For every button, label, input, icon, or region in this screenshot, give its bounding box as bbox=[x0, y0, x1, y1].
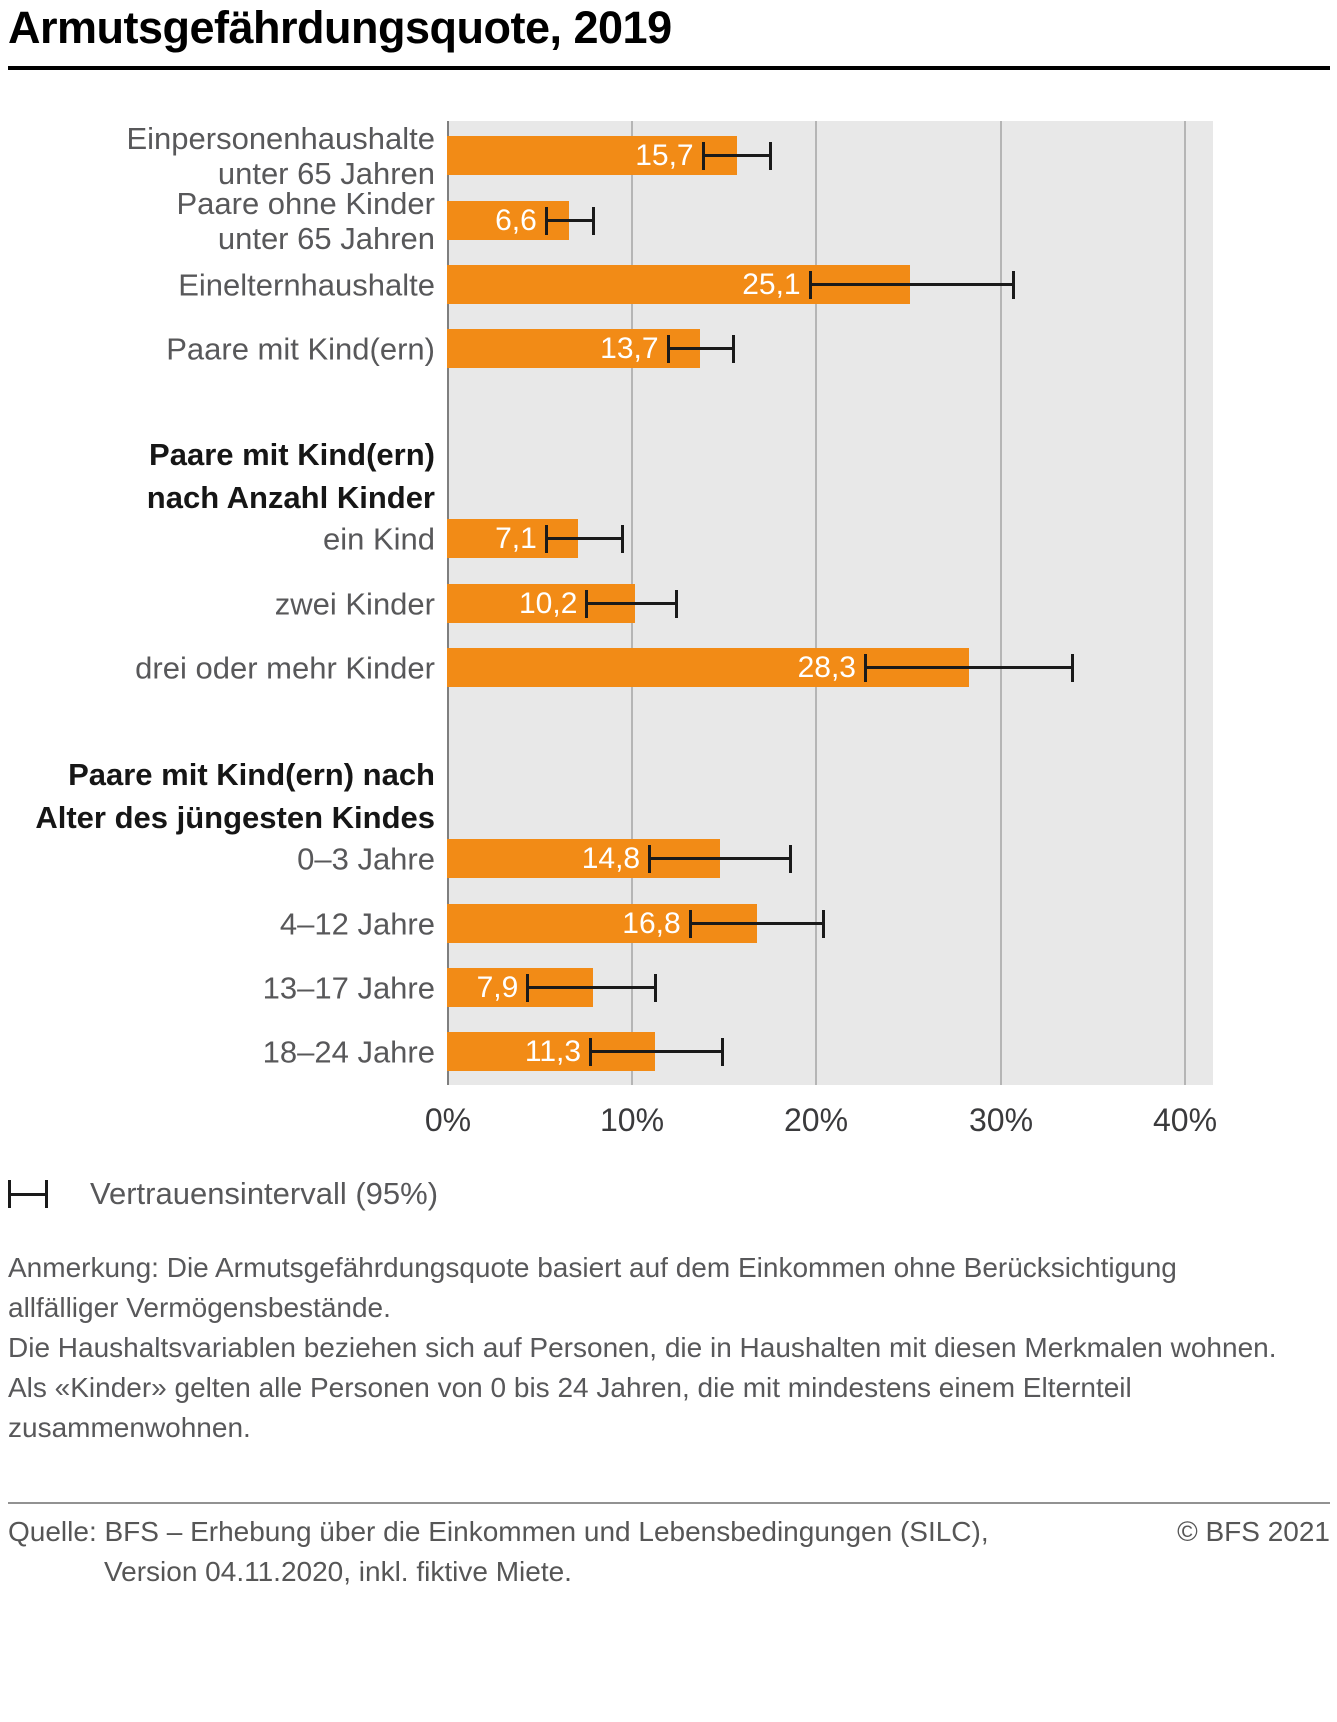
bar bbox=[447, 136, 737, 175]
category-label: Paare ohne Kinder unter 65 Jahren bbox=[176, 185, 435, 256]
confidence-interval bbox=[526, 973, 658, 1002]
bar-value-label: 14,8 bbox=[581, 842, 641, 875]
gridline bbox=[999, 121, 1002, 1085]
confidence-interval bbox=[585, 589, 678, 618]
confidence-interval-line bbox=[704, 154, 769, 157]
category-label: Einpersonenhaushalte unter 65 Jahren bbox=[126, 120, 435, 191]
plot-area: 15,7 6,6 25,1 13,7 7,1 10,2 28,3 14,8 16,8 7,9 11,… bbox=[447, 121, 1213, 1085]
confidence-interval-line bbox=[651, 857, 789, 860]
category-label: 13–17 Jahre bbox=[262, 970, 435, 1005]
x-axis-tick: 0% bbox=[424, 1102, 472, 1138]
bar-value-label: 11,3 bbox=[524, 1035, 582, 1068]
gridline bbox=[1184, 121, 1186, 1085]
footer: Quelle: BFS – Erhebung über die Einkomme… bbox=[8, 1502, 1330, 1592]
confidence-interval bbox=[688, 909, 826, 938]
confidence-interval-line bbox=[592, 1050, 721, 1053]
confidence-interval bbox=[666, 334, 735, 363]
title-divider bbox=[8, 66, 1330, 70]
confidence-interval bbox=[808, 270, 1016, 299]
page-title: Armutsgefährdungsquote, 2019 bbox=[8, 2, 672, 53]
confidence-interval bbox=[863, 653, 1075, 682]
note-line: zusammenwohnen. bbox=[8, 1412, 251, 1443]
category-label: 0–3 Jahre bbox=[297, 841, 435, 876]
x-axis-tick: 30% bbox=[968, 1102, 1034, 1138]
x-axis-tick: 40% bbox=[1152, 1102, 1218, 1138]
notes: Anmerkung: Die Armutsgefährdungsquote ba… bbox=[8, 1248, 1277, 1448]
error-bar-icon bbox=[8, 1180, 48, 1208]
bar-value-label: 25,1 bbox=[742, 268, 801, 301]
bar-value-label: 7,9 bbox=[476, 971, 519, 1004]
source-line-2: Version 04.11.2020, inkl. fiktive Miete. bbox=[104, 1556, 572, 1587]
error-bar-icon-line bbox=[11, 1192, 45, 1196]
category-label: 18–24 Jahre bbox=[262, 1034, 435, 1069]
bar-value-label: 13,7 bbox=[600, 332, 659, 365]
confidence-interval-line bbox=[669, 347, 732, 350]
chart: Einpersonenhaushalte unter 65 Jahren Paare… bbox=[0, 121, 1337, 1085]
confidence-interval-line bbox=[547, 537, 622, 540]
confidence-interval-line bbox=[811, 283, 1013, 286]
x-axis: 0% 10% 20% 30% 40% bbox=[0, 1098, 1337, 1142]
confidence-interval bbox=[544, 206, 595, 235]
confidence-interval bbox=[701, 141, 772, 170]
legend-label: Vertrauensintervall (95%) bbox=[90, 1176, 439, 1211]
category-label: Paare mit Kind(ern) bbox=[166, 331, 435, 366]
confidence-interval-line bbox=[529, 986, 655, 989]
category-label: Einelternhaushalte bbox=[178, 267, 435, 302]
note-line: Anmerkung: Die Armutsgefährdungsquote ba… bbox=[8, 1252, 1177, 1283]
x-axis-tick: 20% bbox=[783, 1102, 849, 1138]
category-labels: Einpersonenhaushalte unter 65 Jahren Paare… bbox=[0, 121, 435, 1085]
bar-value-label: 6,6 bbox=[495, 204, 537, 237]
confidence-interval-line bbox=[691, 922, 823, 925]
category-label: drei oder mehr Kinder bbox=[135, 650, 435, 685]
source-line-1: Quelle: BFS – Erhebung über die Einkomme… bbox=[8, 1516, 989, 1547]
note-line: Als «Kinder» gelten alle Personen von 0 … bbox=[8, 1372, 1132, 1403]
category-label: zwei Kinder bbox=[274, 586, 435, 621]
confidence-interval bbox=[589, 1037, 724, 1066]
confidence-interval bbox=[648, 844, 792, 873]
gridline bbox=[815, 121, 817, 1085]
category-label: ein Kind bbox=[322, 521, 435, 556]
x-axis-tick: 10% bbox=[599, 1102, 665, 1138]
note-line: Die Haushaltsvariablen beziehen sich auf… bbox=[8, 1332, 1277, 1363]
bar-value-label: 7,1 bbox=[495, 522, 537, 555]
copyright: © BFS 2021 bbox=[1177, 1516, 1330, 1547]
bar-value-label: 16,8 bbox=[622, 907, 681, 940]
bar-value-label: 15,7 bbox=[635, 139, 694, 172]
confidence-interval-line bbox=[547, 219, 592, 222]
bar-value-label: 28,3 bbox=[797, 651, 856, 684]
ci-legend: Vertrauensintervall (95%) bbox=[8, 1174, 438, 1214]
bar bbox=[447, 329, 700, 368]
note-line: allfälliger Vermögensbestände. bbox=[8, 1292, 391, 1323]
group-header: Paare mit Kind(ern) nach Anzahl Kinder bbox=[146, 437, 435, 515]
source: Quelle: BFS – Erhebung über die Einkomme… bbox=[8, 1512, 989, 1592]
confidence-interval-line bbox=[866, 666, 1072, 669]
category-label: 4–12 Jahre bbox=[279, 906, 435, 941]
confidence-interval bbox=[544, 524, 625, 553]
group-header: Paare mit Kind(ern) nach Alter des jünges… bbox=[35, 757, 435, 835]
bar-value-label: 10,2 bbox=[518, 587, 578, 620]
confidence-interval-line bbox=[588, 602, 675, 605]
